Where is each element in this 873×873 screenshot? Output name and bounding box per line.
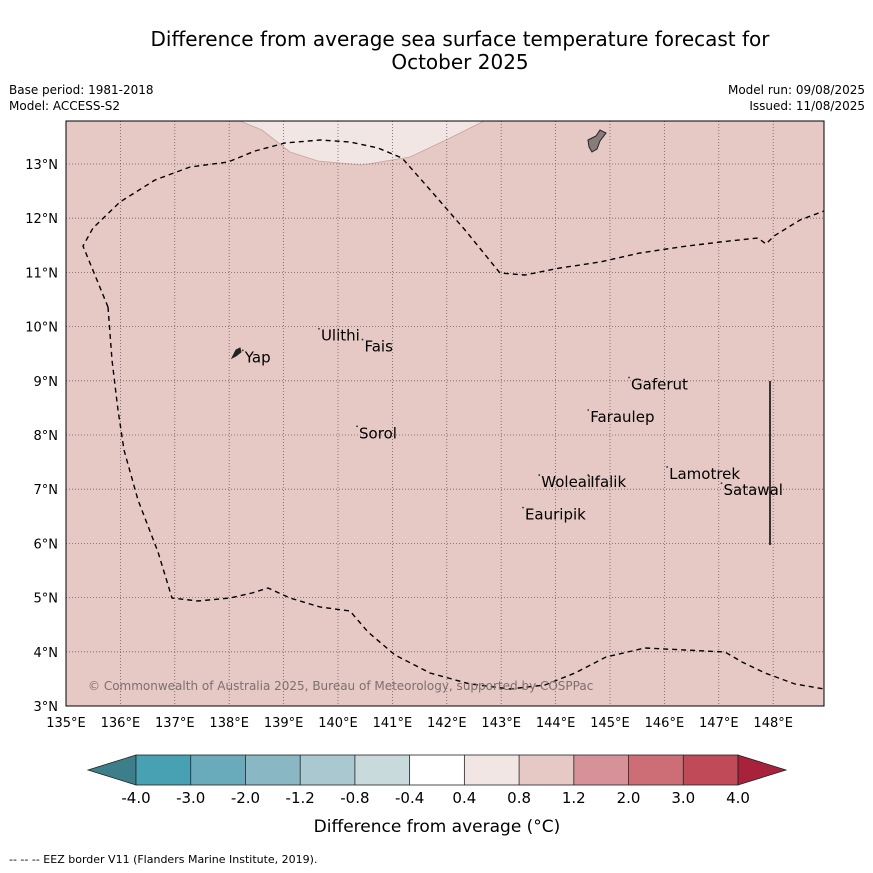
island-dot xyxy=(628,376,630,379)
longitude-label: 142°E xyxy=(427,716,467,731)
latitude-label: 8°N xyxy=(34,429,59,444)
colorbar-segment xyxy=(354,755,410,785)
island-dot xyxy=(356,425,358,428)
colorbar-segment xyxy=(683,755,738,785)
place-label: Satawal xyxy=(724,481,783,499)
issued-text: Issued: 11/08/2025 xyxy=(749,99,865,113)
colorbar-segment xyxy=(300,755,355,785)
colorbar-segment xyxy=(519,755,574,785)
anomaly-patch-0.4-0.8 xyxy=(240,121,484,165)
island-dot xyxy=(361,338,364,341)
gridlines xyxy=(66,121,824,706)
place-label: Ifalik xyxy=(590,473,626,491)
place-label: Eauripik xyxy=(525,506,586,524)
latitude-label: 5°N xyxy=(34,592,59,607)
longitude-label: 143°E xyxy=(481,716,521,731)
place-label: Sorol xyxy=(359,424,397,442)
eez-border-north xyxy=(82,139,824,308)
map-title: Difference from average sea surface temp… xyxy=(60,28,860,74)
latitude-label: 11°N xyxy=(25,266,58,281)
latitude-label: 13°N xyxy=(25,158,58,173)
colorbar-segment xyxy=(190,755,246,785)
base-period-text: Base period: 1981-2018 xyxy=(9,83,154,97)
copyright-text: © Commonwealth of Australia 2025, Bureau… xyxy=(88,679,593,693)
colorbar-label: Difference from average (°C) xyxy=(314,817,561,837)
colorbar-tick-label: -4.0 xyxy=(121,789,150,807)
title-line-2: October 2025 xyxy=(391,50,529,74)
island-dot xyxy=(241,349,244,352)
island-dot xyxy=(538,474,541,476)
colorbar-segment xyxy=(628,755,684,785)
latitude-label: 12°N xyxy=(25,212,58,227)
anomaly-field xyxy=(66,121,824,706)
place-label: Yap xyxy=(244,348,271,366)
colorbar-tick-label: -0.4 xyxy=(395,789,424,807)
place-label: Faraulep xyxy=(590,408,654,426)
longitude-label: 147°E xyxy=(699,716,739,731)
latitude-label: 9°N xyxy=(34,375,59,390)
colorbar-frame xyxy=(135,754,739,786)
place-label: Gaferut xyxy=(631,376,688,394)
colorbar-tick-label: -1.2 xyxy=(286,789,315,807)
colorbar-tick-labels: -4.0 -3.0 -2.0 -1.2 -0.8 -0.4 0.4 0.8 1.2 2.0 3.0 4… xyxy=(121,789,750,807)
island-dot xyxy=(587,474,590,476)
meta-left: Base period: 1981-2018 Model: ACCESS-S2 xyxy=(9,82,154,114)
longitude-label: 145°E xyxy=(590,716,630,731)
place-label: Fais xyxy=(364,338,393,356)
longitude-label: 139°E xyxy=(264,716,304,731)
colorbar-tick-label: 2.0 xyxy=(617,789,641,807)
island-dot xyxy=(720,482,723,485)
island-dot xyxy=(587,409,590,411)
colorbar-tick-label: 1.2 xyxy=(562,789,586,807)
latitude-label: 4°N xyxy=(34,646,59,661)
latitude-label: 3°N xyxy=(34,700,59,715)
guam-island xyxy=(587,129,607,153)
longitude-label: 138°E xyxy=(209,716,249,731)
latitude-label: 10°N xyxy=(25,321,58,336)
colorbar-tick-label: 0.8 xyxy=(507,789,531,807)
place-label: Lamotrek xyxy=(669,465,740,483)
longitude-label: 148°E xyxy=(753,716,793,731)
colorbar-tick-label: 3.0 xyxy=(671,789,695,807)
longitude-label: 144°E xyxy=(536,716,576,731)
longitude-label: 135°E xyxy=(46,716,86,731)
longitude-label: 141°E xyxy=(373,716,413,731)
place-label: Woleai xyxy=(541,473,591,491)
colorbar-segment xyxy=(573,755,629,785)
model-run-text: Model run: 09/08/2025 xyxy=(727,83,865,97)
colorbar-segment xyxy=(464,755,520,785)
title-line-1: Difference from average sea surface temp… xyxy=(150,27,770,51)
island-dot xyxy=(318,327,320,330)
colorbar-tick-label: 0.4 xyxy=(452,789,476,807)
latitude-label: 6°N xyxy=(34,537,59,552)
island-dot xyxy=(522,506,524,509)
colorbar-segment xyxy=(737,754,788,786)
colorbar-segment xyxy=(136,755,191,785)
longitude-label: 140°E xyxy=(318,716,358,731)
model-text: Model: ACCESS-S2 xyxy=(9,99,121,113)
longitude-labels: 135°E 136°E 137°E 138°E 139°E 140°E 141°E 142°E… xyxy=(46,716,793,731)
colorbar-tick-label: -2.0 xyxy=(231,789,260,807)
map-frame xyxy=(65,120,825,707)
longitude-label: 136°E xyxy=(101,716,141,731)
yap-island xyxy=(230,347,242,360)
colorbar-tick-label: 4.0 xyxy=(726,789,750,807)
latitude-labels: 13°N 12°N 11°N 10°N 9°N 8°N 7°N 6°N 5°N 4°N 3°N xyxy=(25,158,58,715)
colorbar-segment xyxy=(409,755,465,785)
longitude-label: 146°E xyxy=(645,716,685,731)
colorbar-tick-label: -0.8 xyxy=(340,789,369,807)
eez-footnote: -- -- -- EEZ border V11 (Flanders Marine… xyxy=(9,853,318,866)
latitude-label: 7°N xyxy=(34,483,59,498)
colorbar-segment xyxy=(245,755,301,785)
longitude-label: 137°E xyxy=(155,716,195,731)
patch-edge xyxy=(239,121,485,166)
colorbar-tick-label: -3.0 xyxy=(176,789,205,807)
meta-right: Model run: 09/08/2025 Issued: 11/08/2025 xyxy=(728,82,865,114)
colorbar-segment xyxy=(86,754,137,786)
island-dot xyxy=(666,466,669,468)
colorbar xyxy=(86,754,788,786)
place-label: Ulithi xyxy=(321,327,360,345)
